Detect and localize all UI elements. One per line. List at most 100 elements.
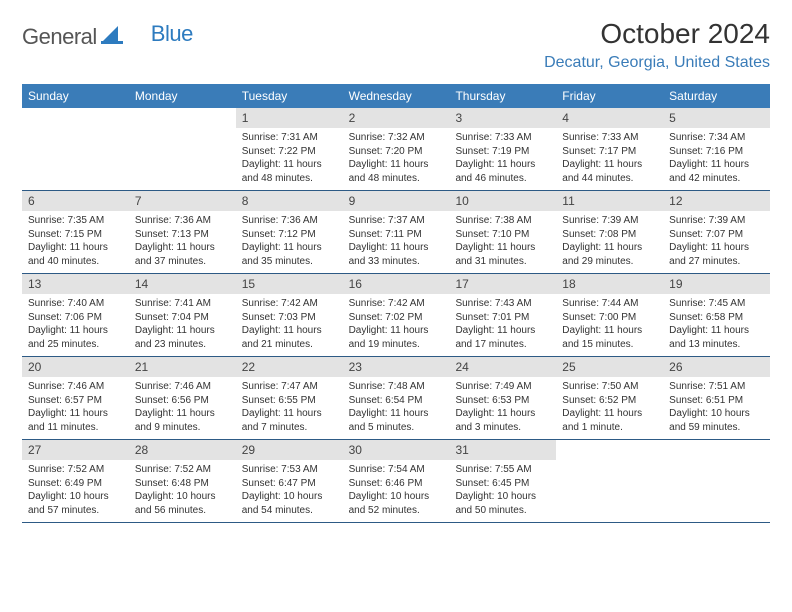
day-number: 6 bbox=[22, 191, 129, 211]
calendar-header-cell: Sunday bbox=[22, 84, 129, 108]
calendar-cell: 6Sunrise: 7:35 AMSunset: 7:15 PMDaylight… bbox=[22, 191, 129, 273]
calendar-cell bbox=[663, 440, 770, 522]
calendar-cell: 19Sunrise: 7:45 AMSunset: 6:58 PMDayligh… bbox=[663, 274, 770, 356]
day-number: 12 bbox=[663, 191, 770, 211]
calendar-cell: 25Sunrise: 7:50 AMSunset: 6:52 PMDayligh… bbox=[556, 357, 663, 439]
day-number: 15 bbox=[236, 274, 343, 294]
day-number: 26 bbox=[663, 357, 770, 377]
calendar-cell: 8Sunrise: 7:36 AMSunset: 7:12 PMDaylight… bbox=[236, 191, 343, 273]
day-number: 10 bbox=[449, 191, 556, 211]
day-content: Sunrise: 7:52 AMSunset: 6:48 PMDaylight:… bbox=[129, 460, 236, 521]
day-number: 29 bbox=[236, 440, 343, 460]
calendar-cell: 1Sunrise: 7:31 AMSunset: 7:22 PMDaylight… bbox=[236, 108, 343, 190]
day-content: Sunrise: 7:37 AMSunset: 7:11 PMDaylight:… bbox=[343, 211, 450, 272]
day-number: 27 bbox=[22, 440, 129, 460]
day-content: Sunrise: 7:32 AMSunset: 7:20 PMDaylight:… bbox=[343, 128, 450, 189]
calendar-cell: 11Sunrise: 7:39 AMSunset: 7:08 PMDayligh… bbox=[556, 191, 663, 273]
calendar-header-cell: Monday bbox=[129, 84, 236, 108]
day-content: Sunrise: 7:34 AMSunset: 7:16 PMDaylight:… bbox=[663, 128, 770, 189]
calendar-cell: 27Sunrise: 7:52 AMSunset: 6:49 PMDayligh… bbox=[22, 440, 129, 522]
day-content: Sunrise: 7:47 AMSunset: 6:55 PMDaylight:… bbox=[236, 377, 343, 438]
calendar-cell bbox=[556, 440, 663, 522]
day-content: Sunrise: 7:49 AMSunset: 6:53 PMDaylight:… bbox=[449, 377, 556, 438]
day-content: Sunrise: 7:39 AMSunset: 7:08 PMDaylight:… bbox=[556, 211, 663, 272]
day-content: Sunrise: 7:55 AMSunset: 6:45 PMDaylight:… bbox=[449, 460, 556, 521]
day-content: Sunrise: 7:43 AMSunset: 7:01 PMDaylight:… bbox=[449, 294, 556, 355]
day-number: 5 bbox=[663, 108, 770, 128]
day-number: 13 bbox=[22, 274, 129, 294]
calendar-row: 27Sunrise: 7:52 AMSunset: 6:49 PMDayligh… bbox=[22, 440, 770, 523]
day-number: 3 bbox=[449, 108, 556, 128]
day-number: 1 bbox=[236, 108, 343, 128]
day-number: 2 bbox=[343, 108, 450, 128]
calendar-cell bbox=[129, 108, 236, 190]
day-content: Sunrise: 7:40 AMSunset: 7:06 PMDaylight:… bbox=[22, 294, 129, 355]
calendar-cell: 7Sunrise: 7:36 AMSunset: 7:13 PMDaylight… bbox=[129, 191, 236, 273]
day-content: Sunrise: 7:36 AMSunset: 7:12 PMDaylight:… bbox=[236, 211, 343, 272]
calendar-cell: 9Sunrise: 7:37 AMSunset: 7:11 PMDaylight… bbox=[343, 191, 450, 273]
day-content: Sunrise: 7:53 AMSunset: 6:47 PMDaylight:… bbox=[236, 460, 343, 521]
calendar-row: 6Sunrise: 7:35 AMSunset: 7:15 PMDaylight… bbox=[22, 191, 770, 274]
day-content: Sunrise: 7:33 AMSunset: 7:17 PMDaylight:… bbox=[556, 128, 663, 189]
calendar-cell: 4Sunrise: 7:33 AMSunset: 7:17 PMDaylight… bbox=[556, 108, 663, 190]
calendar-header-cell: Wednesday bbox=[343, 84, 450, 108]
title-block: October 2024 Decatur, Georgia, United St… bbox=[544, 18, 770, 72]
calendar-cell: 16Sunrise: 7:42 AMSunset: 7:02 PMDayligh… bbox=[343, 274, 450, 356]
calendar-cell: 2Sunrise: 7:32 AMSunset: 7:20 PMDaylight… bbox=[343, 108, 450, 190]
calendar-cell: 3Sunrise: 7:33 AMSunset: 7:19 PMDaylight… bbox=[449, 108, 556, 190]
day-number: 30 bbox=[343, 440, 450, 460]
calendar-cell: 13Sunrise: 7:40 AMSunset: 7:06 PMDayligh… bbox=[22, 274, 129, 356]
day-content: Sunrise: 7:50 AMSunset: 6:52 PMDaylight:… bbox=[556, 377, 663, 438]
logo-sail-icon bbox=[101, 26, 123, 49]
day-content: Sunrise: 7:33 AMSunset: 7:19 PMDaylight:… bbox=[449, 128, 556, 189]
day-content: Sunrise: 7:51 AMSunset: 6:51 PMDaylight:… bbox=[663, 377, 770, 438]
day-content: Sunrise: 7:48 AMSunset: 6:54 PMDaylight:… bbox=[343, 377, 450, 438]
day-number: 11 bbox=[556, 191, 663, 211]
day-number: 31 bbox=[449, 440, 556, 460]
calendar-header-cell: Thursday bbox=[449, 84, 556, 108]
calendar-cell bbox=[22, 108, 129, 190]
day-content: Sunrise: 7:36 AMSunset: 7:13 PMDaylight:… bbox=[129, 211, 236, 272]
logo: General Blue bbox=[22, 18, 193, 50]
calendar-cell: 23Sunrise: 7:48 AMSunset: 6:54 PMDayligh… bbox=[343, 357, 450, 439]
calendar-row: 20Sunrise: 7:46 AMSunset: 6:57 PMDayligh… bbox=[22, 357, 770, 440]
day-number: 23 bbox=[343, 357, 450, 377]
calendar-page: General Blue October 2024 Decatur, Georg… bbox=[0, 0, 792, 533]
calendar-cell: 30Sunrise: 7:54 AMSunset: 6:46 PMDayligh… bbox=[343, 440, 450, 522]
day-content: Sunrise: 7:52 AMSunset: 6:49 PMDaylight:… bbox=[22, 460, 129, 521]
day-content: Sunrise: 7:54 AMSunset: 6:46 PMDaylight:… bbox=[343, 460, 450, 521]
page-header: General Blue October 2024 Decatur, Georg… bbox=[22, 18, 770, 72]
calendar-cell: 12Sunrise: 7:39 AMSunset: 7:07 PMDayligh… bbox=[663, 191, 770, 273]
calendar-header-row: SundayMondayTuesdayWednesdayThursdayFrid… bbox=[22, 84, 770, 108]
calendar-cell: 24Sunrise: 7:49 AMSunset: 6:53 PMDayligh… bbox=[449, 357, 556, 439]
day-content: Sunrise: 7:46 AMSunset: 6:57 PMDaylight:… bbox=[22, 377, 129, 438]
day-content: Sunrise: 7:46 AMSunset: 6:56 PMDaylight:… bbox=[129, 377, 236, 438]
logo-text-general: General bbox=[22, 24, 97, 50]
day-content: Sunrise: 7:44 AMSunset: 7:00 PMDaylight:… bbox=[556, 294, 663, 355]
calendar-cell: 26Sunrise: 7:51 AMSunset: 6:51 PMDayligh… bbox=[663, 357, 770, 439]
day-number: 24 bbox=[449, 357, 556, 377]
calendar-cell: 10Sunrise: 7:38 AMSunset: 7:10 PMDayligh… bbox=[449, 191, 556, 273]
day-content: Sunrise: 7:35 AMSunset: 7:15 PMDaylight:… bbox=[22, 211, 129, 272]
day-number: 25 bbox=[556, 357, 663, 377]
day-content: Sunrise: 7:45 AMSunset: 6:58 PMDaylight:… bbox=[663, 294, 770, 355]
calendar-row: 13Sunrise: 7:40 AMSunset: 7:06 PMDayligh… bbox=[22, 274, 770, 357]
calendar-body: 1Sunrise: 7:31 AMSunset: 7:22 PMDaylight… bbox=[22, 108, 770, 523]
day-number: 14 bbox=[129, 274, 236, 294]
calendar-cell: 29Sunrise: 7:53 AMSunset: 6:47 PMDayligh… bbox=[236, 440, 343, 522]
calendar-grid: SundayMondayTuesdayWednesdayThursdayFrid… bbox=[22, 84, 770, 523]
calendar-row: 1Sunrise: 7:31 AMSunset: 7:22 PMDaylight… bbox=[22, 108, 770, 191]
calendar-cell: 28Sunrise: 7:52 AMSunset: 6:48 PMDayligh… bbox=[129, 440, 236, 522]
day-number: 8 bbox=[236, 191, 343, 211]
calendar-cell: 15Sunrise: 7:42 AMSunset: 7:03 PMDayligh… bbox=[236, 274, 343, 356]
day-content: Sunrise: 7:42 AMSunset: 7:02 PMDaylight:… bbox=[343, 294, 450, 355]
month-title: October 2024 bbox=[544, 18, 770, 50]
day-number: 28 bbox=[129, 440, 236, 460]
day-content: Sunrise: 7:42 AMSunset: 7:03 PMDaylight:… bbox=[236, 294, 343, 355]
day-content: Sunrise: 7:41 AMSunset: 7:04 PMDaylight:… bbox=[129, 294, 236, 355]
calendar-cell: 17Sunrise: 7:43 AMSunset: 7:01 PMDayligh… bbox=[449, 274, 556, 356]
location-subtitle: Decatur, Georgia, United States bbox=[544, 54, 770, 72]
day-number: 7 bbox=[129, 191, 236, 211]
calendar-cell: 14Sunrise: 7:41 AMSunset: 7:04 PMDayligh… bbox=[129, 274, 236, 356]
day-number: 17 bbox=[449, 274, 556, 294]
